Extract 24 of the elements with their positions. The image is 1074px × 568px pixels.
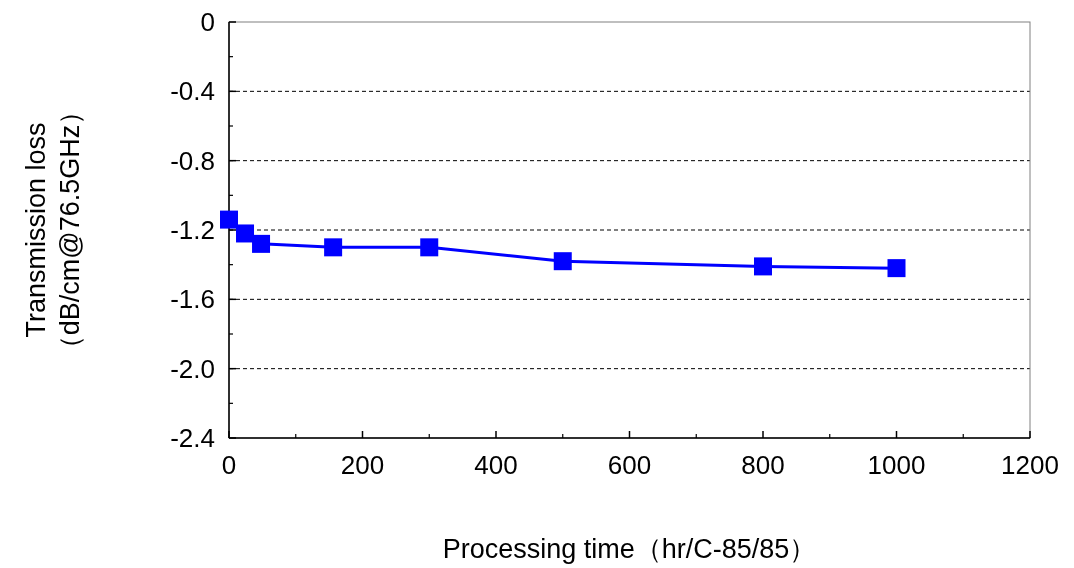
point — [754, 257, 772, 276]
x-tick-label: 600 — [607, 450, 652, 480]
y-tick-label: 0 — [200, 7, 215, 37]
point — [887, 259, 906, 278]
point — [220, 210, 238, 229]
y-tick-label: -1.2 — [170, 215, 215, 245]
point — [420, 238, 439, 257]
point — [236, 224, 255, 243]
y-tick-label: -2.4 — [170, 423, 215, 453]
point — [324, 238, 343, 257]
x-tick-label: 400 — [474, 450, 518, 480]
x-tick-label: 1000 — [867, 450, 926, 480]
x-tick-label: 1200 — [1001, 450, 1059, 480]
x-tick-label: 800 — [741, 450, 785, 480]
y-tick-label: -2.0 — [170, 353, 215, 384]
x-axis-title: Processing time（hr/C-85/85） — [442, 534, 817, 564]
point — [553, 252, 572, 271]
point — [252, 234, 271, 253]
y-tick-label: -1.6 — [170, 284, 215, 315]
y-axis-title: Transmission loss （dB/cm@76.5GHz） — [21, 97, 85, 363]
y-tick-label: -0.4 — [170, 76, 215, 107]
x-tick-label: 200 — [340, 450, 385, 480]
y-tick-label: -0.8 — [170, 145, 215, 176]
x-tick-label: 0 — [221, 450, 237, 480]
